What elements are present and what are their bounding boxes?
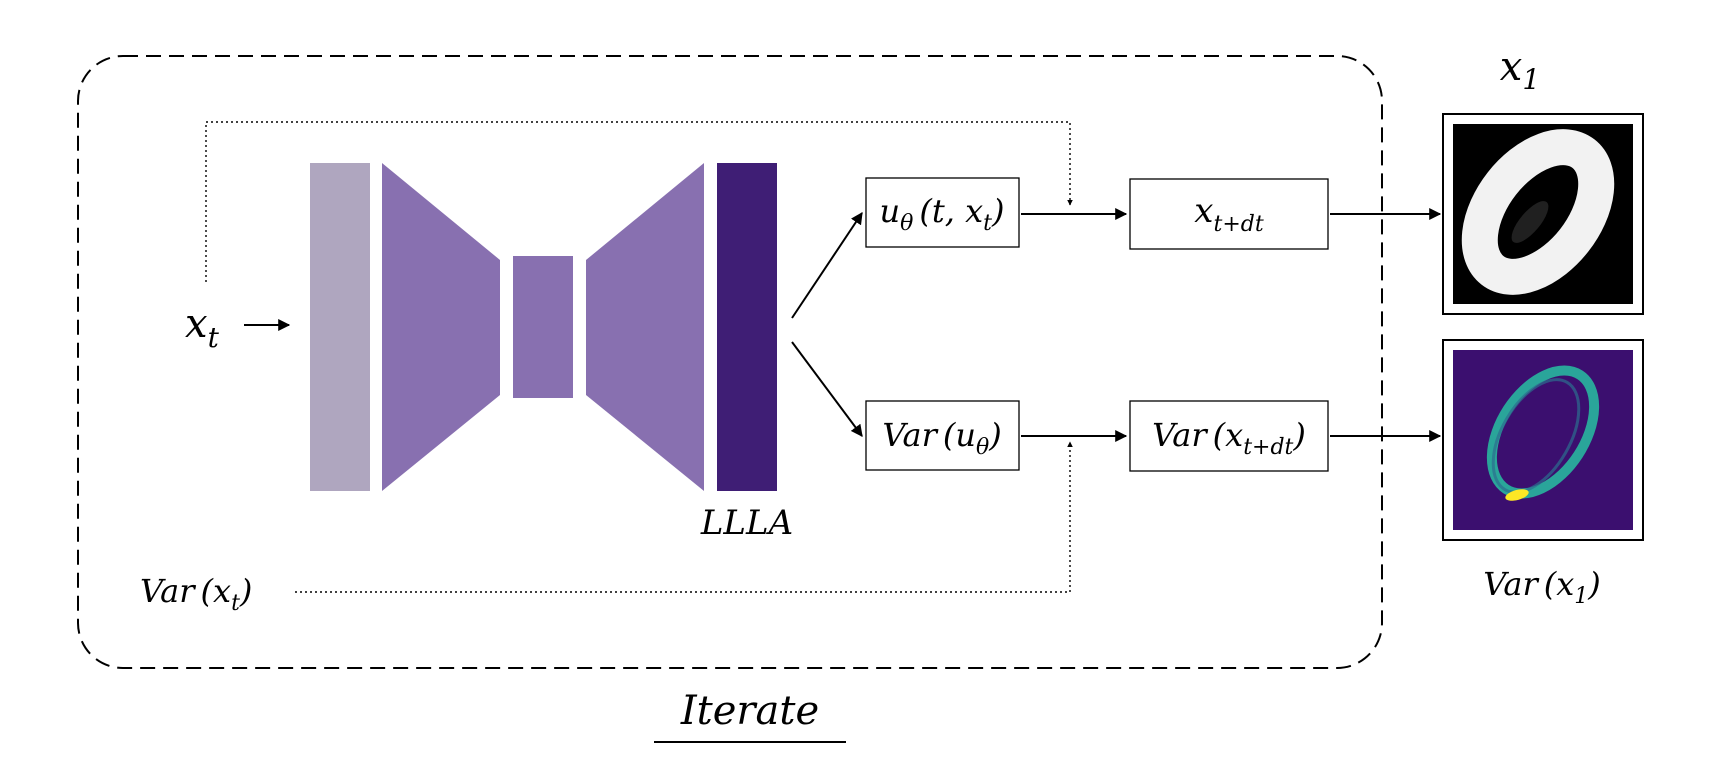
iterate-label: Iterate: [680, 688, 819, 734]
digit-zero-sample-image: [1442, 113, 1644, 315]
x-t-dt-label: xt+dt: [1194, 191, 1264, 237]
llla-label: LLLA: [700, 503, 793, 543]
network-encoder: [382, 163, 500, 491]
input-x-t-label: xt: [185, 301, 220, 354]
network-llla-block: [717, 163, 777, 491]
x-t-dt-box: [1129, 178, 1329, 250]
branch-arrow-mean: [791, 212, 863, 319]
var-u-theta-box: [865, 400, 1020, 471]
var-u-theta-label: Var (uθ): [882, 416, 1001, 460]
skip-connection-var-x-t: [295, 441, 1073, 593]
input-var-x-t-label: Var (xt): [140, 572, 252, 616]
var-x-t-dt-label: Var (xt+dt): [1152, 416, 1306, 460]
iterate-loop-frame: [77, 55, 1383, 669]
branch-arrow-variance: [791, 341, 863, 437]
variance-heatmap-image: [1442, 339, 1644, 541]
skip-connection-x-t: [205, 121, 1073, 282]
x1-label: x1: [1500, 44, 1540, 96]
u-theta-label: uθ (t, xt): [880, 192, 1005, 236]
var-x1-label: Var (x1): [1483, 565, 1601, 609]
var-x-t-dt-box: [1129, 400, 1329, 472]
u-theta-box: [865, 177, 1020, 248]
network-decoder: [586, 163, 704, 491]
network-input-block: [310, 163, 370, 491]
network-bottleneck: [513, 256, 573, 398]
